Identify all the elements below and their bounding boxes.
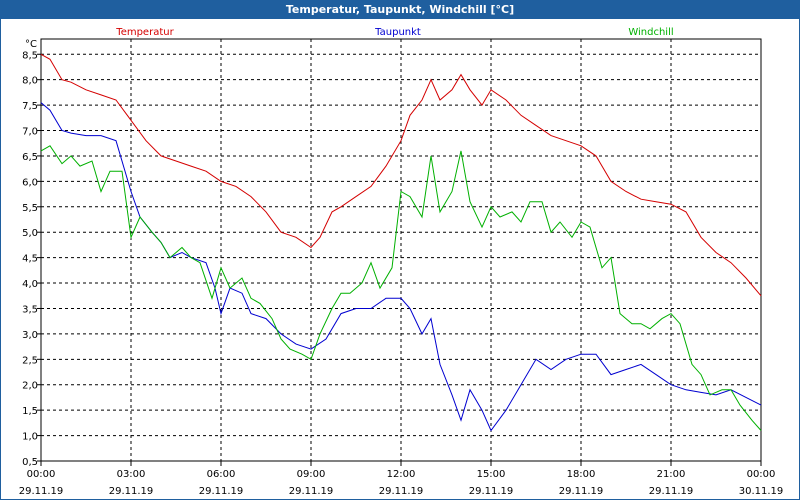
y-tick-label: 5,0 [22,228,38,239]
y-tick-label: 2,5 [22,355,38,366]
y-tick-label: 4,0 [22,279,38,290]
x-tick-time-label: 15:00 [477,469,506,480]
y-tick-label: 6,0 [22,177,38,188]
x-tick-date-label: 29.11.19 [469,486,514,497]
x-tick-time-label: 18:00 [567,469,596,480]
x-tick-date-label: 29.11.19 [379,486,424,497]
x-tick-date-label: 29.11.19 [109,486,154,497]
x-tick-time-label: 00:00 [747,469,776,480]
x-tick-time-label: 06:00 [207,469,236,480]
y-tick-label: 2,0 [22,381,38,392]
y-tick-label: 1,5 [22,406,38,417]
x-tick-date-label: 29.11.19 [19,486,64,497]
y-tick-label: 7,0 [22,127,38,138]
y-tick-label: 8,5 [22,50,38,61]
x-tick-date-label: 29.11.19 [289,486,334,497]
y-tick-label: 1,0 [22,432,38,443]
legend-temperatur: Temperatur [115,27,174,38]
y-axis-label: °C [25,39,37,50]
x-tick-date-label: 29.11.19 [559,486,604,497]
x-tick-date-label: 29.11.19 [199,486,244,497]
y-tick-label: 3,5 [22,304,38,315]
x-tick-time-label: 21:00 [657,469,686,480]
series-line-temperatur [40,53,762,297]
y-tick-label: 0,5 [22,457,38,468]
x-tick-time-label: 00:00 [27,469,56,480]
x-tick-time-label: 12:00 [387,469,416,480]
y-tick-label: 6,5 [22,152,38,163]
x-tick-date-label: 29.11.19 [649,486,694,497]
y-tick-label: 3,0 [22,330,38,341]
y-tick-label: 5,5 [22,203,38,214]
series-line-windchill [40,145,762,431]
window-title: Temperatur, Taupunkt, Windchill [°C] [1,1,799,19]
y-tick-label: 7,5 [22,101,38,112]
x-tick-date-label: 30.11.19 [739,486,784,497]
x-tick-time-label: 09:00 [297,469,326,480]
legend-taupunkt: Taupunkt [374,27,421,38]
y-tick-label: 8,0 [22,76,38,87]
x-tick-time-label: 03:00 [117,469,146,480]
legend-windchill: Windchill [628,27,673,38]
y-tick-label: 4,5 [22,254,38,265]
